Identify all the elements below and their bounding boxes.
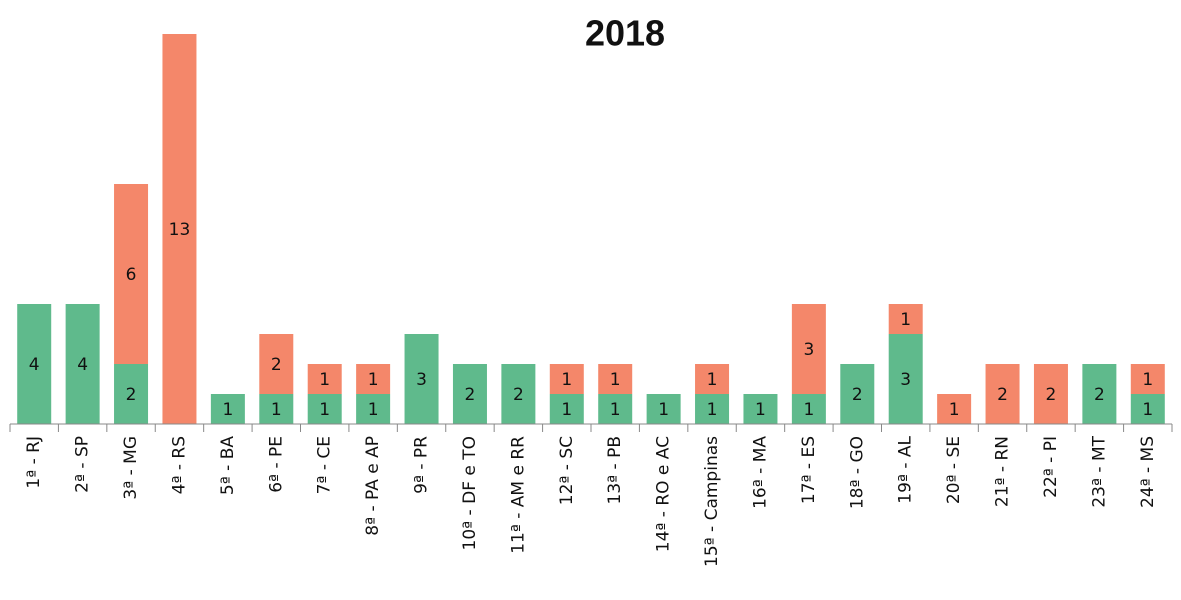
bar-segment [888,304,923,334]
x-tick-label: 5ª - BA [218,436,238,495]
x-tick-label: 19ª - AL [896,435,916,503]
data-label: 1 [755,400,766,420]
data-label: 1 [222,400,233,420]
data-label: 2 [1046,385,1057,405]
bar-segment [985,364,1020,424]
bar-segment [404,334,439,424]
x-tick-label: 23ª - MT [1089,435,1109,507]
bar-segment [598,364,633,394]
x-tick-label: 6ª - PE [266,436,286,493]
x-tick-label: 21ª - RN [993,436,1013,507]
bar-segment [356,364,391,394]
data-label: 1 [610,370,621,390]
bar-segment [791,394,826,424]
x-tick-label: 16ª - MA [750,436,770,509]
data-label: 1 [707,400,718,420]
data-label: 2 [997,385,1008,405]
x-tick-label: 18ª - GO [847,436,867,509]
data-label: 1 [658,400,669,420]
bar-segment [1033,364,1068,424]
x-tick-label: 12ª - SC [557,436,577,505]
bar-segment [695,394,730,424]
bar-segment [549,364,584,394]
data-label: 2 [126,385,137,405]
data-label: 1 [319,370,330,390]
bar-segment [937,394,972,424]
bar-segment [162,34,197,424]
data-label: 1 [949,400,960,420]
bar-segment [549,394,584,424]
chart-title: 2018 [585,13,665,54]
x-tick-label: 3ª - MG [121,436,141,500]
data-label: 1 [1142,370,1153,390]
data-label: 4 [29,355,40,375]
data-label: 1 [561,400,572,420]
x-tick-label: 13ª - PB [605,436,625,505]
data-label: 2 [852,385,863,405]
bar-segment [17,304,52,424]
data-label: 1 [610,400,621,420]
x-tick-label: 7ª - CE [315,436,335,494]
x-tick-label: 17ª - ES [799,436,819,504]
data-label: 2 [465,385,476,405]
data-label: 1 [271,400,282,420]
bar-segment [840,364,875,424]
data-label: 13 [169,220,191,240]
data-label: 1 [368,370,379,390]
x-tick-label: 9ª - PR [412,436,432,494]
data-label: 3 [803,340,814,360]
bar-segment [356,394,391,424]
data-label: 1 [900,310,911,330]
bar-segment [259,394,294,424]
data-label: 2 [1094,385,1105,405]
x-tick-label: 1ª - RJ [24,436,44,489]
data-label: 1 [707,370,718,390]
bar-segment [791,304,826,394]
bar-segment [307,364,342,394]
data-label: 2 [271,355,282,375]
bar-segment [210,394,245,424]
x-tick-label: 24ª - MS [1138,436,1158,508]
bar-segment [452,364,487,424]
bar-segment [1130,394,1165,424]
data-label: 1 [319,400,330,420]
data-label: 1 [561,370,572,390]
bar-segment [646,394,681,424]
bar-segment [501,364,536,424]
bar-segment [888,334,923,424]
data-label: 3 [900,370,911,390]
bar-segment [1082,364,1117,424]
bar-segment [1130,364,1165,394]
data-label: 3 [416,370,427,390]
x-tick-label: 20ª - SE [944,436,964,504]
bar-segment [307,394,342,424]
data-label: 2 [513,385,524,405]
bar-segment [114,184,149,364]
bar-segment [598,394,633,424]
data-label: 1 [368,400,379,420]
bar-segment [65,304,100,424]
bar-segment [114,364,149,424]
x-tick-label: 11ª - AM e RR [508,436,528,554]
data-label: 4 [77,355,88,375]
data-label: 1 [1142,400,1153,420]
x-tick-label: 10ª - DF e TO [460,436,480,550]
bar-segment [259,334,294,394]
x-tick-label: 22ª - PI [1041,436,1061,498]
x-tick-label: 8ª - PA e AP [363,436,383,536]
x-tick-label: 4ª - RS [169,436,189,494]
data-label: 1 [803,400,814,420]
x-tick-label: 2ª - SP [73,436,93,493]
x-tick-label: 14ª - RO e AC [654,436,674,552]
x-tick-label: 15ª - Campinas [702,436,722,567]
bar-segment [695,364,730,394]
data-label: 6 [126,265,137,285]
bar-segment [743,394,778,424]
